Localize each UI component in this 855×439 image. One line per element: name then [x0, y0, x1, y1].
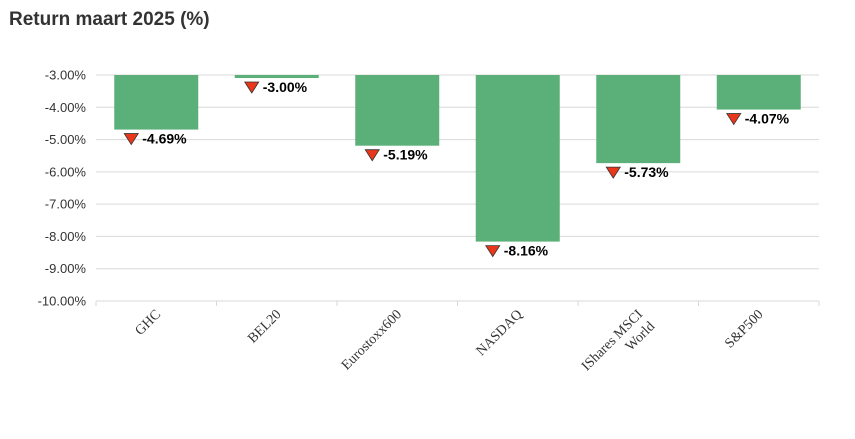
y-axis: -3.00% -4.00% -5.00% -6.00% -7.00% -8.00% -9.0… — [38, 68, 87, 309]
gridlines — [96, 74, 819, 302]
bar — [234, 75, 319, 78]
y-tick-label: -7.00% — [45, 197, 87, 212]
bars — [114, 75, 801, 242]
y-tick-label: -9.00% — [45, 261, 87, 276]
data-label: -5.73% — [605, 164, 669, 180]
data-label: -4.69% — [123, 131, 187, 147]
chart-title: Return maart 2025 (%) — [9, 9, 210, 30]
x-tick-label: NASDAQ — [474, 307, 526, 359]
data-label: -3.00% — [244, 79, 308, 95]
down-arrow-icon — [123, 133, 139, 146]
value-label: -5.73% — [624, 164, 669, 180]
data-label: -8.16% — [485, 243, 549, 259]
down-arrow-icon — [485, 245, 501, 258]
x-axis: GHC BEL20 Eurostoxx600 NASDAQ IShares MSCIWo… — [95, 300, 820, 386]
y-tick-label: -5.00% — [45, 132, 87, 147]
bar — [716, 75, 801, 110]
data-label: -5.19% — [364, 147, 428, 163]
x-tick-label: S&P500 — [722, 307, 766, 351]
bar — [114, 75, 199, 130]
x-tick-label: IShares MSCIWorld — [579, 307, 658, 386]
value-label: -5.19% — [383, 147, 428, 163]
down-arrow-icon — [244, 81, 260, 94]
x-tick-label: Eurostoxx600 — [339, 307, 405, 373]
data-labels: -4.69% -3.00% -5.19% -8.16% -5.73% -4.07% — [123, 79, 790, 259]
bar — [596, 75, 681, 164]
down-arrow-icon — [605, 166, 621, 179]
data-label: -4.07% — [726, 111, 790, 127]
y-tick-label: -8.00% — [45, 229, 87, 244]
bar — [355, 75, 440, 146]
value-label: -4.07% — [745, 111, 790, 127]
value-label: -3.00% — [263, 79, 308, 95]
y-tick-label: -4.00% — [45, 100, 87, 115]
bar — [475, 75, 560, 242]
down-arrow-icon — [726, 113, 742, 126]
value-label: -8.16% — [504, 243, 549, 259]
y-tick-label: -6.00% — [45, 164, 87, 179]
x-tick-label: GHC — [133, 307, 165, 339]
y-tick-label: -10.00% — [38, 294, 87, 309]
y-tick-label: -3.00% — [45, 68, 87, 83]
x-tick-label: BEL20 — [245, 307, 284, 346]
down-arrow-icon — [364, 149, 380, 162]
value-label: -4.69% — [142, 131, 187, 147]
